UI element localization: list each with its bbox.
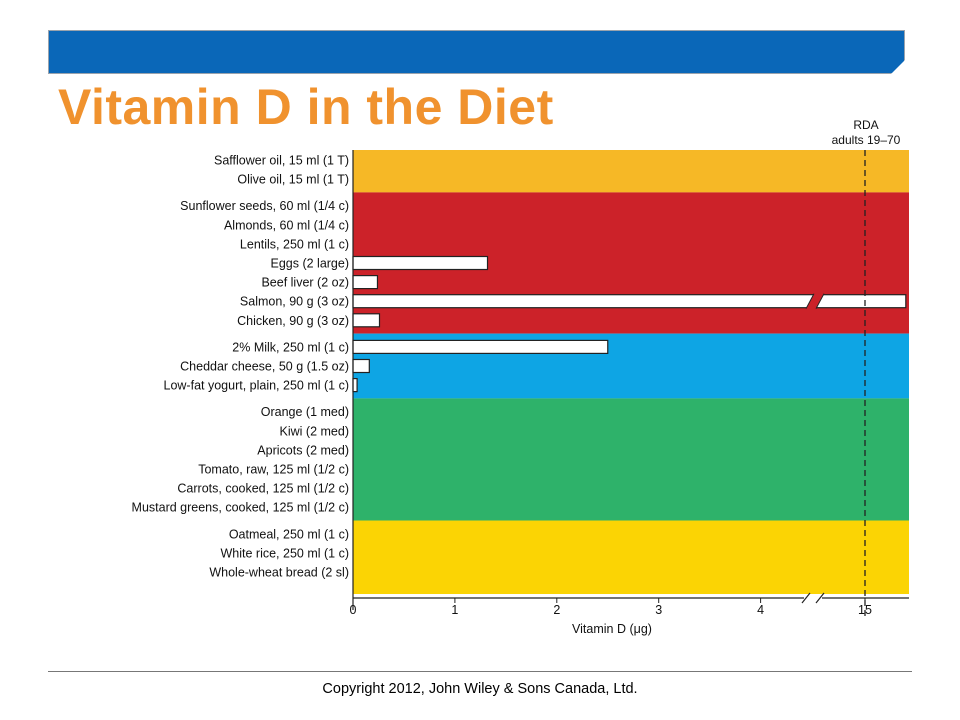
food-label: Chicken, 90 g (3 oz) [237, 314, 349, 328]
food-label: Kiwi (2 med) [280, 424, 349, 438]
slide-title: Vitamin D in the Diet [58, 79, 554, 135]
x-tick-label: 3 [655, 603, 662, 617]
food-label: Whole-wheat bread (2 sl) [209, 566, 349, 580]
food-label: Eggs (2 large) [270, 257, 349, 271]
vitamin-d-bar [352, 378, 358, 393]
food-label: Carrots, cooked, 125 ml (1/2 c) [177, 482, 349, 496]
food-label: White rice, 250 ml (1 c) [220, 546, 349, 560]
x-tick-label: 1 [451, 603, 458, 617]
bar-break-line [815, 293, 825, 309]
axis-break-mark [801, 592, 811, 604]
food-label: Cheddar cheese, 50 g (1.5 oz) [180, 360, 349, 374]
x-axis-title: Vitamin D (μg) [572, 622, 652, 636]
food-label: Mustard greens, cooked, 125 ml (1/2 c) [132, 501, 349, 515]
vitamin-d-chart: Safflower oil, 15 ml (1 T) Olive oil, 15 … [132, 118, 909, 636]
food-label: Lentils, 250 ml (1 c) [240, 237, 349, 251]
food-label: Tomato, raw, 125 ml (1/2 c) [198, 463, 349, 477]
rda-sublabel: adults 19–70 [832, 133, 901, 147]
vitamin-d-bar [352, 275, 379, 290]
food-label: Low-fat yogurt, plain, 250 ml (1 c) [164, 379, 350, 393]
food-label: 2% Milk, 250 ml (1 c) [232, 340, 349, 354]
food-label: Orange (1 med) [261, 405, 349, 419]
vitamin-d-bar [352, 339, 609, 354]
food-label: Olive oil, 15 ml (1 T) [237, 173, 349, 187]
food-label: Almonds, 60 ml (1/4 c) [224, 218, 349, 232]
food-label: Apricots (2 med) [257, 443, 349, 457]
vitamin-d-bar [352, 313, 381, 328]
footer-divider [48, 671, 912, 672]
axis-break-mark [815, 592, 825, 604]
x-tick-label: 15 [858, 603, 872, 617]
x-tick-label: 2 [553, 603, 560, 617]
bar-break-line [805, 293, 815, 309]
food-label: Safflower oil, 15 ml (1 T) [214, 154, 349, 168]
bar-break-mark [806, 293, 824, 309]
rda-label: RDA [853, 118, 878, 132]
food-label: Beef liver (2 oz) [261, 276, 349, 290]
vitamin-d-bar [352, 255, 489, 271]
food-group-band [353, 398, 909, 521]
title-banner [48, 30, 905, 74]
copyright-text: Copyright 2012, John Wiley & Sons Canada… [322, 681, 638, 697]
x-tick-label: 4 [757, 603, 764, 617]
food-label: Salmon, 90 g (3 oz) [240, 295, 349, 309]
food-group-band [353, 150, 909, 193]
x-tick-label: 0 [350, 603, 357, 617]
food-group-band [353, 520, 909, 594]
food-label: Oatmeal, 250 ml (1 c) [229, 527, 349, 541]
vitamin-d-bar [352, 358, 370, 374]
food-label: Sunflower seeds, 60 ml (1/4 c) [180, 199, 349, 213]
